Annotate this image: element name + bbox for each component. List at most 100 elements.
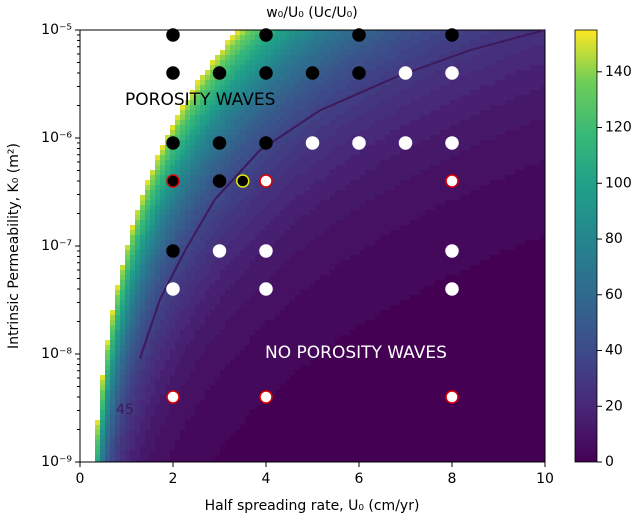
field-cell xyxy=(225,205,231,211)
field-cell xyxy=(245,330,251,336)
field-cell xyxy=(415,375,421,381)
field-cell xyxy=(350,435,356,441)
field-cell xyxy=(425,65,431,71)
field-cell xyxy=(260,315,266,321)
field-cell xyxy=(295,60,301,66)
field-cell xyxy=(265,80,271,86)
field-cell xyxy=(195,95,201,101)
field-cell xyxy=(355,190,361,196)
field-cell xyxy=(215,130,221,136)
field-cell xyxy=(245,395,251,401)
field-cell xyxy=(275,390,281,396)
field-cell xyxy=(410,105,416,111)
field-cell xyxy=(235,230,241,236)
field-cell xyxy=(365,80,371,86)
field-cell xyxy=(170,350,176,356)
field-cell xyxy=(175,420,181,426)
field-cell xyxy=(320,125,326,131)
field-cell xyxy=(205,150,211,156)
field-cell xyxy=(210,385,216,391)
field-cell xyxy=(315,430,321,436)
field-cell xyxy=(390,335,396,341)
field-cell xyxy=(275,195,281,201)
field-cell xyxy=(375,425,381,431)
field-cell xyxy=(295,165,301,171)
field-cell xyxy=(295,250,301,256)
field-cell xyxy=(285,205,291,211)
field-cell xyxy=(230,195,236,201)
field-cell xyxy=(415,145,421,151)
field-cell xyxy=(225,275,231,281)
field-cell xyxy=(425,30,431,36)
field-cell xyxy=(355,400,361,406)
field-cell xyxy=(195,375,201,381)
field-cell xyxy=(290,330,296,336)
field-cell xyxy=(275,235,281,241)
field-cell xyxy=(245,120,251,126)
field-cell xyxy=(225,345,231,351)
field-cell xyxy=(270,395,276,401)
field-cell xyxy=(420,80,426,86)
field-cell xyxy=(180,275,186,281)
field-cell xyxy=(250,140,256,146)
field-cell xyxy=(230,150,236,156)
field-cell xyxy=(365,45,371,51)
field-cell xyxy=(160,205,166,211)
field-cell xyxy=(325,290,331,296)
field-cell xyxy=(260,445,266,451)
field-cell xyxy=(275,230,281,236)
field-cell xyxy=(315,255,321,261)
field-cell xyxy=(130,395,136,401)
field-cell xyxy=(405,405,411,411)
field-cell xyxy=(340,140,346,146)
field-cell xyxy=(295,380,301,386)
field-cell xyxy=(130,255,136,261)
field-cell xyxy=(365,160,371,166)
field-cell xyxy=(125,245,131,251)
field-cell xyxy=(340,80,346,86)
field-cell xyxy=(385,40,391,46)
field-cell xyxy=(155,455,161,461)
field-cell xyxy=(245,285,251,291)
field-cell xyxy=(405,240,411,246)
field-cell xyxy=(355,80,361,86)
field-cell xyxy=(230,440,236,446)
field-cell xyxy=(420,280,426,286)
field-cell xyxy=(130,335,136,341)
field-cell xyxy=(155,180,161,186)
field-cell xyxy=(225,240,231,246)
field-cell xyxy=(335,235,341,241)
field-cell xyxy=(405,130,411,136)
field-cell xyxy=(270,325,276,331)
field-cell xyxy=(205,410,211,416)
field-cell xyxy=(315,350,321,356)
field-cell xyxy=(365,445,371,451)
field-cell xyxy=(300,310,306,316)
field-cell xyxy=(235,460,241,462)
field-cell xyxy=(355,360,361,366)
field-cell xyxy=(195,365,201,371)
field-cell xyxy=(275,55,281,61)
field-cell xyxy=(390,395,396,401)
field-cell xyxy=(275,80,281,86)
field-cell xyxy=(395,120,401,126)
field-cell xyxy=(360,375,366,381)
field-cell xyxy=(290,340,296,346)
field-cell xyxy=(225,120,231,126)
field-cell xyxy=(395,155,401,161)
field-cell xyxy=(300,70,306,76)
field-cell xyxy=(285,320,291,326)
field-cell xyxy=(130,405,136,411)
field-cell xyxy=(215,160,221,166)
field-cell xyxy=(300,345,306,351)
field-cell xyxy=(290,160,296,166)
field-cell xyxy=(375,460,381,462)
field-cell xyxy=(355,235,361,241)
field-cell xyxy=(335,355,341,361)
field-cell xyxy=(120,390,126,396)
field-cell xyxy=(205,405,211,411)
field-cell xyxy=(195,160,201,166)
field-cell xyxy=(395,50,401,56)
field-cell xyxy=(345,405,351,411)
field-cell xyxy=(345,425,351,431)
